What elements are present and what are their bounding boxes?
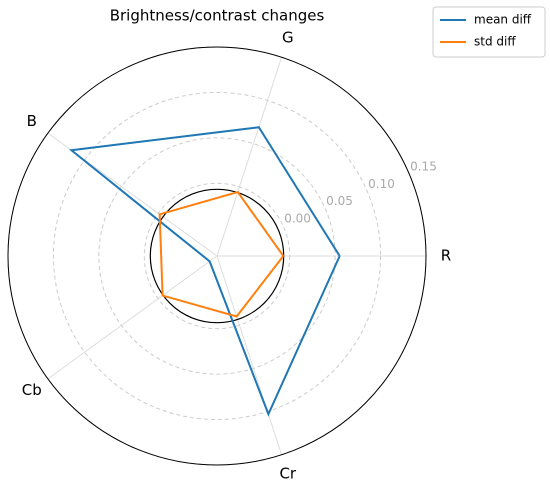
grid-circle <box>98 137 336 375</box>
r-tick-label: 0.15 <box>410 159 437 173</box>
spoke <box>216 57 283 257</box>
category-label: Cb <box>22 381 42 399</box>
series-line <box>158 190 285 318</box>
outer-circle <box>7 46 427 466</box>
chart-title: Brightness/contrast changes <box>110 7 325 25</box>
legend-label: mean diff <box>474 13 532 27</box>
category-label: R <box>441 247 451 265</box>
grid-circle <box>52 91 382 421</box>
r-tick-label: 0.00 <box>284 212 311 226</box>
r-tick-label: 0.10 <box>368 177 395 191</box>
spoke <box>47 255 218 380</box>
category-label: B <box>27 112 37 130</box>
zero-circle <box>149 188 285 324</box>
legend-label: std diff <box>474 35 516 49</box>
grid-circle <box>143 182 291 330</box>
spoke <box>216 255 283 455</box>
category-label: G <box>282 29 294 47</box>
r-tick-label: 0.05 <box>326 194 353 208</box>
category-label: Cr <box>279 464 296 482</box>
series-line <box>68 126 341 417</box>
